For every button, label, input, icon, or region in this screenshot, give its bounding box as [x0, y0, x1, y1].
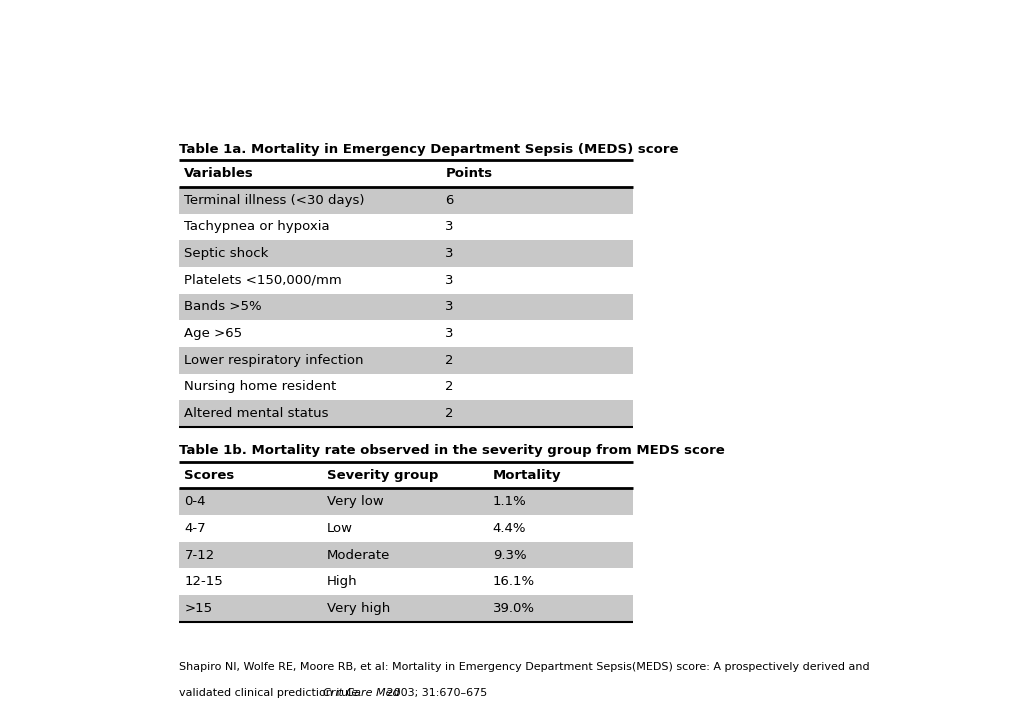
Text: 2003; 31:670–675: 2003; 31:670–675 — [382, 689, 486, 699]
Text: Shapiro NI, Wolfe RE, Moore RB, et al: Mortality in Emergency Department Sepsis(: Shapiro NI, Wolfe RE, Moore RB, et al: M… — [178, 662, 868, 672]
Text: Septic shock: Septic shock — [184, 247, 269, 260]
Bar — [178, 400, 633, 427]
Text: 39.0%: 39.0% — [492, 602, 534, 615]
Bar — [178, 462, 633, 488]
Text: 2: 2 — [445, 354, 453, 367]
Text: Variables: Variables — [184, 167, 254, 180]
Bar — [178, 293, 633, 320]
Bar — [178, 568, 633, 595]
Text: Tachypnea or hypoxia: Tachypnea or hypoxia — [184, 221, 330, 234]
Bar — [178, 320, 633, 347]
Bar — [178, 488, 633, 515]
Bar — [178, 240, 633, 267]
Text: 1.1%: 1.1% — [492, 495, 526, 508]
Bar — [178, 213, 633, 240]
Text: Severity group: Severity group — [326, 469, 437, 482]
Text: Platelets <150,000/mm: Platelets <150,000/mm — [184, 274, 341, 287]
Text: 3: 3 — [445, 221, 453, 234]
Bar — [178, 347, 633, 373]
Text: Mortality: Mortality — [492, 469, 560, 482]
Text: 4.4%: 4.4% — [492, 522, 526, 535]
Text: 7-12: 7-12 — [184, 549, 214, 562]
Text: 9.3%: 9.3% — [492, 549, 526, 562]
Text: Nursing home resident: Nursing home resident — [184, 381, 336, 394]
Bar — [178, 267, 633, 293]
Text: High: High — [326, 575, 357, 588]
Text: Moderate: Moderate — [326, 549, 389, 562]
Text: 12-15: 12-15 — [184, 575, 223, 588]
Text: 2: 2 — [445, 407, 453, 420]
Text: validated clinical prediction rule.: validated clinical prediction rule. — [178, 689, 365, 699]
Text: Age >65: Age >65 — [184, 327, 243, 340]
Text: Terminal illness (<30 days): Terminal illness (<30 days) — [184, 194, 365, 207]
Bar — [178, 515, 633, 541]
Text: 6: 6 — [445, 194, 453, 207]
Text: 3: 3 — [445, 327, 453, 340]
Bar — [178, 187, 633, 213]
Bar — [178, 595, 633, 622]
Text: Very low: Very low — [326, 495, 383, 508]
Text: >15: >15 — [184, 602, 212, 615]
Bar — [178, 160, 633, 187]
Text: 3: 3 — [445, 247, 453, 260]
Text: 3: 3 — [445, 274, 453, 287]
Text: 0-4: 0-4 — [184, 495, 206, 508]
Text: Low: Low — [326, 522, 353, 535]
Text: 16.1%: 16.1% — [492, 575, 534, 588]
Text: Altered mental status: Altered mental status — [184, 407, 328, 420]
Text: Lower respiratory infection: Lower respiratory infection — [184, 354, 364, 367]
Text: Points: Points — [445, 167, 492, 180]
Text: Table 1a. Mortality in Emergency Department Sepsis (MEDS) score: Table 1a. Mortality in Emergency Departm… — [178, 143, 678, 156]
Text: 3: 3 — [445, 301, 453, 314]
Text: Table 1b. Mortality rate observed in the severity group from MEDS score: Table 1b. Mortality rate observed in the… — [178, 444, 723, 457]
Text: Bands >5%: Bands >5% — [184, 301, 262, 314]
Bar — [178, 541, 633, 568]
Text: 2: 2 — [445, 381, 453, 394]
Bar — [178, 373, 633, 400]
Text: Crit Care Med: Crit Care Med — [323, 689, 399, 699]
Text: 4-7: 4-7 — [184, 522, 206, 535]
Text: Very high: Very high — [326, 602, 389, 615]
Text: Scores: Scores — [184, 469, 234, 482]
